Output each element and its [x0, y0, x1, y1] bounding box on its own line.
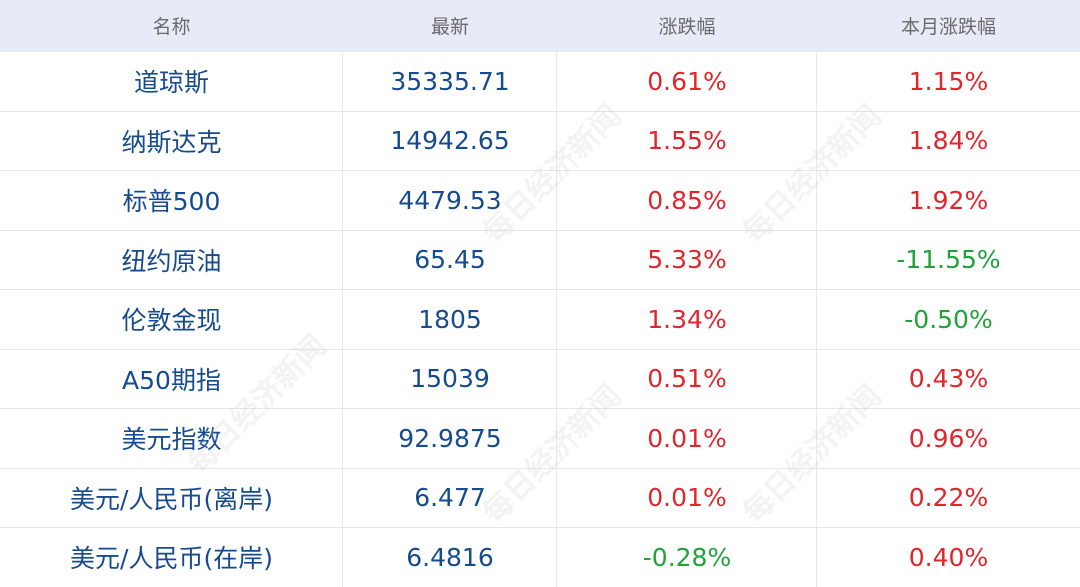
table-row: 美元/人民币(在岸) 6.4816 -0.28% 0.40% — [0, 527, 1080, 587]
row-latest: 65.45 — [414, 245, 486, 275]
table-row: 伦敦金现 1805 1.34% -0.50% — [0, 289, 1080, 349]
row-change: 0.85% — [647, 185, 727, 215]
cell-name: A50期指 — [0, 350, 343, 409]
row-name: 美元/人民币(在岸) — [70, 544, 273, 574]
cell-name: 伦敦金现 — [0, 290, 343, 349]
row-change: 5.33% — [647, 245, 727, 275]
row-month-change: 0.40% — [908, 542, 989, 572]
row-latest: 14942.65 — [390, 126, 510, 156]
row-name: 伦敦金现 — [121, 306, 222, 336]
header-latest-label: 最新 — [430, 16, 469, 38]
cell-month-change: 0.43% — [817, 350, 1080, 409]
row-month-change: 0.43% — [908, 364, 989, 394]
row-name: A50期指 — [122, 365, 221, 395]
row-change: 1.55% — [647, 126, 727, 156]
row-change: 1.34% — [647, 304, 727, 334]
cell-month-change: -11.55% — [817, 231, 1080, 290]
cell-month-change: 1.15% — [817, 52, 1080, 111]
row-change: 0.01% — [647, 423, 727, 453]
cell-latest: 92.9875 — [343, 409, 557, 468]
row-change: 0.51% — [647, 364, 727, 394]
table-row: 道琼斯 35335.71 0.61% 1.15% — [0, 51, 1080, 111]
header-latest: 最新 — [343, 0, 557, 51]
cell-name: 美元/人民币(在岸) — [0, 528, 343, 587]
cell-month-change: 1.92% — [817, 171, 1080, 230]
cell-name: 道琼斯 — [0, 52, 343, 111]
row-latest: 6.4816 — [406, 542, 494, 572]
row-month-change: 1.15% — [908, 66, 989, 96]
row-name: 美元/人民币(离岸) — [70, 484, 273, 514]
row-name: 纽约原油 — [121, 246, 222, 276]
cell-change: 0.51% — [557, 350, 817, 409]
row-name: 道琼斯 — [133, 68, 209, 98]
row-month-change: 1.84% — [908, 126, 989, 156]
cell-latest: 4479.53 — [343, 171, 557, 230]
cell-latest: 6.477 — [343, 469, 557, 528]
row-name: 纳斯达克 — [121, 127, 222, 157]
cell-latest: 6.4816 — [343, 528, 557, 587]
cell-change: 0.85% — [557, 171, 817, 230]
header-name: 名称 — [0, 0, 343, 51]
row-latest: 4479.53 — [398, 185, 502, 215]
row-name: 标普500 — [122, 187, 221, 217]
row-change: -0.28% — [642, 542, 732, 572]
cell-change: 1.55% — [557, 112, 817, 171]
row-month-change: -11.55% — [896, 245, 1001, 275]
row-latest: 35335.71 — [390, 66, 510, 96]
row-latest: 1805 — [418, 304, 482, 334]
table-row: 美元/人民币(离岸) 6.477 0.01% 0.22% — [0, 467, 1080, 528]
cell-change: 1.34% — [557, 290, 817, 349]
cell-name: 美元指数 — [0, 409, 343, 468]
cell-month-change: 1.84% — [817, 112, 1080, 171]
cell-change: -0.28% — [557, 528, 817, 587]
header-change: 涨跌幅 — [557, 0, 817, 51]
table-row: 纳斯达克 14942.65 1.55% 1.84% — [0, 110, 1080, 171]
row-change: 0.01% — [647, 483, 727, 513]
cell-month-change: -0.50% — [817, 290, 1080, 349]
cell-name: 标普500 — [0, 171, 343, 230]
cell-name: 美元/人民币(离岸) — [0, 469, 343, 528]
row-latest: 6.477 — [414, 483, 486, 513]
row-name: 美元指数 — [121, 425, 222, 455]
cell-latest: 1805 — [343, 290, 557, 349]
cell-latest: 35335.71 — [343, 52, 557, 111]
row-latest: 15039 — [410, 364, 490, 394]
column-divider — [816, 51, 817, 587]
cell-change: 0.61% — [557, 52, 817, 111]
table-row: A50期指 15039 0.51% 0.43% — [0, 348, 1080, 409]
cell-name: 纽约原油 — [0, 231, 343, 290]
column-divider — [556, 51, 557, 587]
header-month-change: 本月涨跌幅 — [817, 0, 1080, 51]
row-month-change: 1.92% — [908, 185, 989, 215]
column-divider — [342, 51, 343, 587]
header-month-change-label: 本月涨跌幅 — [900, 16, 996, 38]
cell-latest: 65.45 — [343, 231, 557, 290]
cell-latest: 15039 — [343, 350, 557, 409]
table-header: 名称 最新 涨跌幅 本月涨跌幅 — [0, 0, 1080, 51]
cell-month-change: 0.40% — [817, 528, 1080, 587]
cell-name: 纳斯达克 — [0, 112, 343, 171]
row-latest: 92.9875 — [398, 423, 502, 453]
table-row: 美元指数 92.9875 0.01% 0.96% — [0, 408, 1080, 468]
cell-change: 5.33% — [557, 231, 817, 290]
cell-change: 0.01% — [557, 409, 817, 468]
row-month-change: -0.50% — [904, 304, 993, 334]
table-row: 纽约原油 65.45 5.33% -11.55% — [0, 229, 1080, 290]
row-month-change: 0.96% — [908, 423, 989, 453]
header-name-label: 名称 — [152, 16, 191, 38]
row-change: 0.61% — [647, 66, 727, 96]
cell-latest: 14942.65 — [343, 112, 557, 171]
header-change-label: 涨跌幅 — [658, 16, 716, 38]
cell-change: 0.01% — [557, 469, 817, 528]
row-month-change: 0.22% — [908, 483, 989, 513]
cell-month-change: 0.22% — [817, 469, 1080, 528]
table-row: 标普500 4479.53 0.85% 1.92% — [0, 170, 1080, 230]
cell-month-change: 0.96% — [817, 409, 1080, 468]
